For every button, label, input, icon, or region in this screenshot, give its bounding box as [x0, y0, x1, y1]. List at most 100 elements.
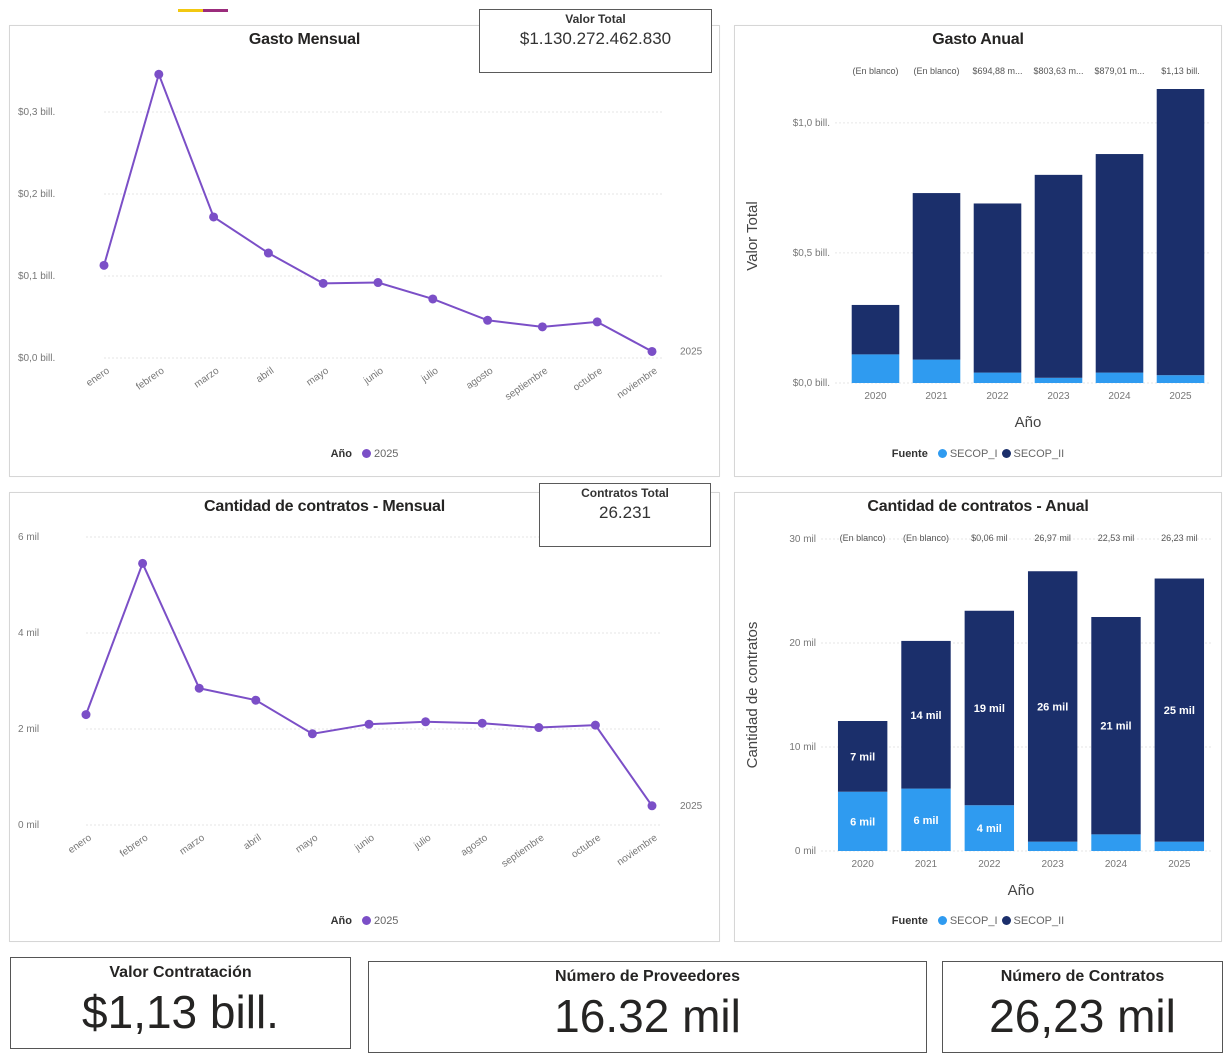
- bar-secop-ii: [1091, 617, 1141, 835]
- data-point: [477, 718, 487, 728]
- total-label: 26,97 mil: [1034, 533, 1071, 543]
- x-tick-label: junio: [352, 832, 377, 854]
- legend-title: Año: [330, 448, 352, 460]
- total-label: (En blanco): [840, 533, 886, 543]
- x-axis-title: Año: [1008, 882, 1035, 899]
- bar-data-label: 21 mil: [1100, 721, 1131, 733]
- contratos-total-kpi: Contratos Total 26.231: [539, 483, 711, 547]
- gasto-mensual-title: Gasto Mensual: [248, 31, 361, 48]
- valor-total-label: Valor Total: [565, 12, 626, 26]
- legend-item-secop-ii[interactable]: SECOP_II: [1013, 448, 1065, 460]
- card-value: 26,23 mil: [989, 990, 1176, 1042]
- bar-secop-i: [912, 359, 961, 383]
- total-label: $0,06 mil: [971, 533, 1008, 543]
- x-tick-label: noviembre: [615, 832, 660, 868]
- card-label: Número de Contratos: [1000, 968, 1165, 985]
- contratos-anual-legend: Fuente SECOP_I SECOP_II: [735, 915, 1221, 927]
- bar-secop-i: [901, 788, 951, 851]
- x-tick-label: agosto: [464, 365, 495, 391]
- bar-secop-ii: [964, 610, 1015, 806]
- total-label: (En blanco): [913, 66, 959, 76]
- bar-data-label: 6 mil: [913, 815, 938, 827]
- legend-title: Fuente: [891, 448, 928, 460]
- data-point: [590, 720, 600, 730]
- bar-secop-i: [1154, 841, 1205, 851]
- data-point: [373, 278, 383, 288]
- x-tick-label: agosto: [459, 832, 490, 858]
- x-tick-label: abril: [242, 832, 264, 852]
- x-tick-label: junio: [361, 365, 386, 387]
- bar-secop-ii: [912, 193, 961, 360]
- y-tick-label: 6 mil: [18, 532, 39, 543]
- data-point: [647, 801, 657, 811]
- x-tick-label: septiembre: [500, 832, 547, 870]
- bar-secop-ii: [973, 203, 1022, 373]
- gasto-anual-panel[interactable]: $0,0 bill. $0,5 bill. $1,0 bill. 2020 (En bl…: [734, 25, 1222, 477]
- gasto-mensual-panel[interactable]: $0,0 bill. $0,1 bill. $0,2 bill. $0,3 bill.…: [9, 25, 720, 477]
- bar-data-label: 14 mil: [910, 710, 941, 722]
- bar-secop-i: [1027, 841, 1078, 851]
- x-tick-label: 2022: [978, 859, 1001, 870]
- contratos-anual-chart: 0 mil 10 mil 20 mil 30 mil 6 mil 7 mil 2020 (En…: [744, 533, 1211, 899]
- legend-item[interactable]: 2025: [373, 915, 399, 927]
- gasto-mensual-chart: $0,0 bill. $0,1 bill. $0,2 bill. $0,3 bill.…: [18, 69, 703, 403]
- x-tick-label: 2024: [1108, 391, 1131, 402]
- total-label: $879,01 m...: [1094, 66, 1144, 76]
- logo-segment-purple: [203, 9, 228, 12]
- legend-dot-secop-ii: [1001, 916, 1011, 925]
- numero-proveedores-card: Número de Proveedores 16.32 mil: [368, 961, 927, 1053]
- legend-title: Fuente: [891, 915, 928, 927]
- contratos-mensual-legend: Año 2025: [10, 915, 719, 927]
- legend-dot-secop-i: [937, 916, 947, 925]
- total-label: (En blanco): [852, 66, 898, 76]
- valor-contratacion-card: Valor Contratación $1,13 bill.: [10, 957, 351, 1049]
- logo-segment-yellow: [178, 9, 203, 12]
- card-value: $1,13 bill.: [82, 986, 279, 1038]
- card-label: Número de Proveedores: [555, 968, 740, 985]
- report-logo-bar: [178, 9, 228, 12]
- y-tick-label: 4 mil: [18, 628, 39, 639]
- legend-item[interactable]: 2025: [373, 448, 399, 460]
- x-tick-label: marzo: [178, 832, 207, 857]
- contratos-mensual-panel[interactable]: 0 mil 2 mil 4 mil 6 mil enero febrero marzo abr…: [9, 492, 720, 942]
- gasto-anual-chart: $0,0 bill. $0,5 bill. $1,0 bill. 2020 (En bl…: [744, 66, 1211, 431]
- x-tick-label: mayo: [305, 365, 332, 388]
- contratos-anual-panel[interactable]: 0 mil 10 mil 20 mil 30 mil 6 mil 7 mil 2020 (En…: [734, 492, 1222, 942]
- bar-secop-i: [837, 791, 888, 851]
- y-tick-label: 2 mil: [18, 724, 39, 735]
- y-axis-title: Cantidad de contratos: [744, 622, 761, 769]
- data-point: [421, 717, 431, 727]
- bar-secop-ii: [1027, 571, 1078, 842]
- total-label: $694,88 m...: [972, 66, 1022, 76]
- total-label: $803,63 m...: [1033, 66, 1083, 76]
- bar-secop-i: [1095, 372, 1144, 383]
- legend-item-secop-i[interactable]: SECOP_I: [949, 448, 998, 460]
- bar-secop-ii: [1156, 89, 1205, 376]
- bar-secop-ii: [1034, 174, 1083, 378]
- x-tick-label: octubre: [569, 832, 603, 860]
- series-line-2025: [85, 560, 653, 807]
- y-tick-label: $0,0 bill.: [18, 353, 55, 364]
- data-point: [154, 69, 164, 79]
- bar-secop-i: [1034, 377, 1083, 383]
- x-tick-label: 2021: [915, 859, 938, 870]
- y-tick-label: $0,3 bill.: [18, 107, 55, 118]
- valor-total-kpi: Valor Total $1.130.272.462.830: [479, 9, 712, 73]
- x-tick-label: enero: [66, 832, 94, 856]
- y-tick-label: 20 mil: [789, 638, 816, 649]
- data-point: [428, 294, 438, 304]
- x-tick-label: septiembre: [503, 365, 550, 403]
- total-label: (En blanco): [903, 533, 949, 543]
- bar-secop-ii: [1095, 154, 1144, 373]
- total-label: $1,13 bill.: [1161, 66, 1200, 76]
- legend-item-secop-ii[interactable]: SECOP_II: [1013, 915, 1065, 927]
- legend-item-secop-i[interactable]: SECOP_I: [949, 915, 998, 927]
- data-point: [318, 278, 328, 288]
- y-tick-label: 10 mil: [789, 742, 816, 753]
- data-point: [647, 346, 657, 356]
- bar-data-label: 25 mil: [1164, 705, 1195, 717]
- x-tick-label: julio: [412, 832, 434, 852]
- data-point: [263, 248, 273, 258]
- contratos-mensual-title: Cantidad de contratos - Mensual: [204, 498, 445, 515]
- bar-secop-ii: [1154, 578, 1205, 842]
